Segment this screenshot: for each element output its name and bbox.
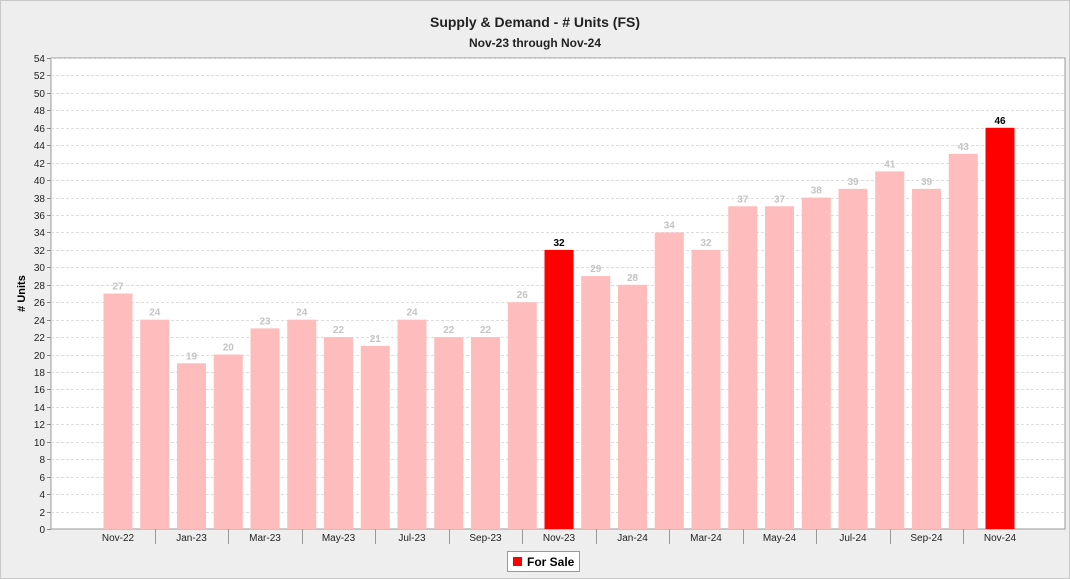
- data-label: 32: [700, 238, 712, 249]
- data-label: 37: [737, 194, 749, 205]
- y-tick-label: 34: [34, 228, 46, 239]
- bar-aug-23: [434, 337, 464, 529]
- y-tick-label: 46: [34, 124, 46, 135]
- y-tick-label: 50: [34, 89, 46, 100]
- y-tick-label: 38: [34, 194, 46, 205]
- legend-label-for-sale: For Sale: [527, 554, 575, 569]
- y-tick-label: 12: [34, 420, 46, 431]
- bar-nov-22: [103, 293, 133, 529]
- data-label: 23: [259, 316, 271, 327]
- y-tick-label: 24: [34, 316, 46, 327]
- bar-apr-24: [728, 206, 758, 529]
- y-tick-label: 54: [34, 54, 46, 65]
- y-tick-label: 6: [39, 473, 45, 484]
- chart-subtitle: Nov-23 through Nov-24: [468, 36, 601, 50]
- data-label: 24: [296, 308, 308, 319]
- bar-jul-23: [397, 319, 427, 529]
- data-label: 39: [921, 177, 933, 188]
- y-tick-label: 0: [39, 525, 45, 536]
- data-label: 29: [590, 264, 602, 275]
- data-label: 22: [443, 325, 455, 336]
- bar-jun-23: [360, 345, 390, 529]
- y-axis-label: # Units: [16, 275, 28, 312]
- bar-oct-23: [507, 302, 537, 529]
- x-tick-label: Mar-24: [690, 533, 722, 544]
- x-tick-label: May-24: [763, 533, 797, 544]
- data-label: 41: [884, 159, 896, 170]
- x-tick-label: Nov-24: [984, 533, 1017, 544]
- data-label: 37: [774, 194, 786, 205]
- bar-sep-23: [471, 337, 500, 529]
- legend-swatch-for-sale: [513, 557, 522, 566]
- data-label: 34: [664, 220, 676, 231]
- y-tick-label: 42: [34, 159, 46, 170]
- bar-may-24: [765, 206, 794, 529]
- y-tick-label: 18: [34, 368, 46, 379]
- data-label: 27: [112, 282, 124, 293]
- bar-oct-24: [948, 153, 978, 529]
- data-label: 19: [186, 351, 198, 362]
- y-tick-label: 48: [34, 106, 46, 117]
- bar-mar-23: [250, 328, 280, 529]
- y-tick-label: 52: [34, 71, 46, 82]
- bar-sep-24: [912, 188, 941, 530]
- chart-title: Supply & Demand - # Units (FS): [429, 14, 640, 30]
- y-tick-label: 8: [39, 455, 45, 466]
- y-tick-label: 10: [34, 438, 46, 449]
- bar-jan-24: [618, 284, 647, 529]
- legend: For Sale: [507, 551, 581, 572]
- y-tick-label: 40: [34, 176, 46, 187]
- y-tick-label: 16: [34, 385, 46, 396]
- bar-nov-24: [985, 127, 1015, 530]
- x-tick-label: Sep-23: [469, 533, 502, 544]
- data-label: 24: [406, 308, 418, 319]
- y-tick-label: 2: [39, 508, 45, 519]
- data-label: 32: [553, 238, 565, 249]
- y-tick-label: 4: [39, 490, 45, 501]
- bar-dec-23: [581, 276, 611, 529]
- y-tick-label: 32: [34, 246, 46, 257]
- data-label: 21: [370, 334, 382, 345]
- x-tick-label: Nov-22: [102, 533, 135, 544]
- bar-jan-23: [177, 363, 206, 529]
- bar-apr-23: [287, 319, 317, 529]
- x-tick-label: Mar-23: [249, 533, 281, 544]
- y-tick-label: 26: [34, 298, 46, 309]
- x-tick-label: Jul-23: [398, 533, 426, 544]
- data-label: 20: [223, 343, 235, 354]
- data-label: 38: [811, 186, 823, 197]
- data-label: 22: [333, 325, 345, 336]
- x-tick-label: May-23: [322, 533, 356, 544]
- x-tick-label: Nov-23: [543, 533, 576, 544]
- bar-jul-24: [838, 188, 868, 530]
- bar-feb-23: [213, 354, 243, 529]
- bar-dec-22: [140, 319, 170, 529]
- bar-feb-24: [654, 232, 684, 529]
- data-label: 39: [847, 177, 859, 188]
- y-tick-label: 44: [34, 141, 46, 152]
- y-tick-label: 20: [34, 351, 46, 362]
- bar-aug-24: [875, 171, 905, 529]
- x-tick-label: Jul-24: [839, 533, 867, 544]
- bar-mar-24: [691, 249, 721, 529]
- data-label: 28: [627, 273, 639, 284]
- bar-nov-23: [544, 249, 574, 529]
- x-tick-label: Sep-24: [910, 533, 943, 544]
- data-label: 26: [517, 290, 529, 301]
- bar-jun-24: [801, 197, 831, 530]
- data-label: 43: [958, 142, 970, 153]
- y-tick-label: 14: [34, 403, 46, 414]
- data-label: 24: [149, 308, 161, 319]
- y-tick-label: 28: [34, 281, 46, 292]
- data-label: 22: [480, 325, 492, 336]
- y-tick-label: 22: [34, 333, 46, 344]
- y-tick-label: 36: [34, 211, 46, 222]
- x-tick-label: Jan-23: [176, 533, 207, 544]
- data-label: 46: [994, 116, 1006, 127]
- x-tick-label: Jan-24: [617, 533, 648, 544]
- bar-may-23: [324, 337, 353, 529]
- y-tick-label: 30: [34, 263, 46, 274]
